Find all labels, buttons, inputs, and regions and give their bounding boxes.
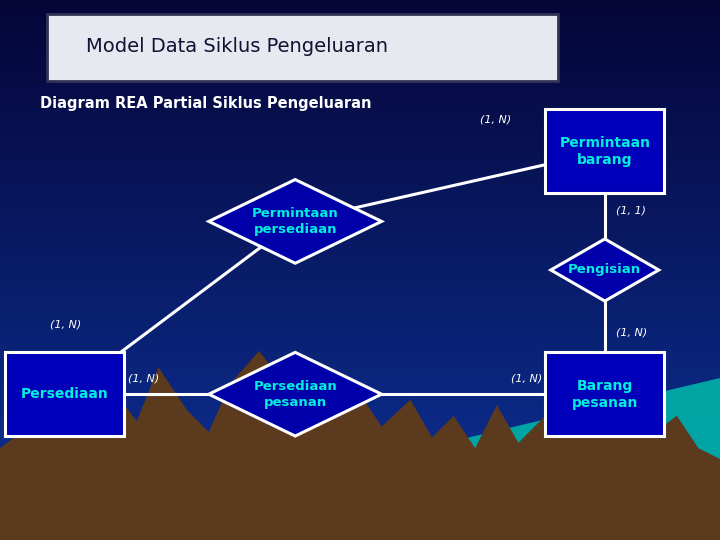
FancyBboxPatch shape bbox=[546, 352, 665, 436]
Polygon shape bbox=[209, 352, 382, 436]
Text: (1, N): (1, N) bbox=[510, 373, 541, 383]
Text: (1, N): (1, N) bbox=[616, 327, 647, 337]
Text: Model Data Siklus Pengeluaran: Model Data Siklus Pengeluaran bbox=[86, 37, 388, 57]
Polygon shape bbox=[209, 179, 382, 263]
Text: (1, N): (1, N) bbox=[480, 114, 511, 124]
FancyBboxPatch shape bbox=[546, 109, 665, 193]
Text: Permintaan
barang: Permintaan barang bbox=[559, 136, 650, 167]
Polygon shape bbox=[551, 239, 659, 301]
Text: (1, N): (1, N) bbox=[128, 373, 159, 383]
Text: Permintaan
persediaan: Permintaan persediaan bbox=[252, 207, 338, 236]
Text: Diagram REA Partial Siklus Pengeluaran: Diagram REA Partial Siklus Pengeluaran bbox=[40, 96, 371, 111]
Polygon shape bbox=[0, 351, 720, 540]
FancyBboxPatch shape bbox=[5, 352, 125, 436]
Text: Pengisian: Pengisian bbox=[568, 264, 642, 276]
Text: (1, N): (1, N) bbox=[50, 319, 81, 329]
Text: Barang
pesanan: Barang pesanan bbox=[572, 379, 638, 410]
Text: Persediaan: Persediaan bbox=[21, 387, 109, 401]
FancyBboxPatch shape bbox=[47, 14, 558, 81]
Text: Persediaan
pesanan: Persediaan pesanan bbox=[253, 380, 337, 409]
Polygon shape bbox=[446, 378, 720, 540]
Text: (1, 1): (1, 1) bbox=[616, 206, 646, 215]
